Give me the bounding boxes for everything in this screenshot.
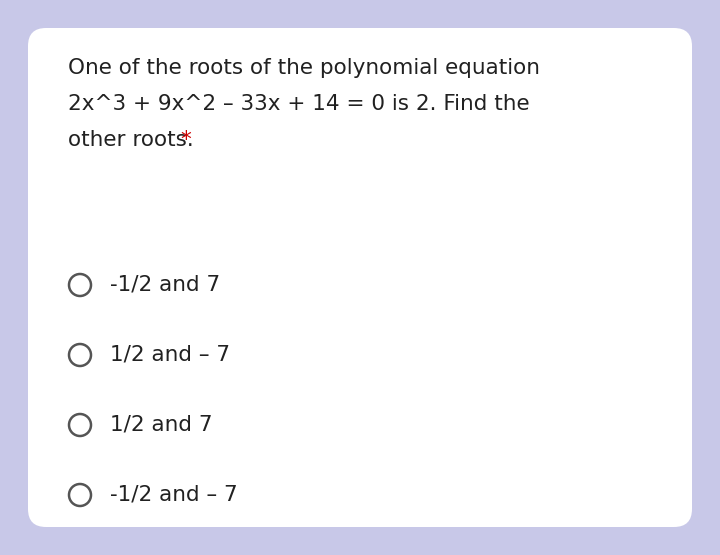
Text: -1/2 and – 7: -1/2 and – 7 [110, 485, 238, 505]
Text: 2x^3 + 9x^2 – 33x + 14 = 0 is 2. Find the: 2x^3 + 9x^2 – 33x + 14 = 0 is 2. Find th… [68, 94, 530, 114]
Text: other roots.: other roots. [68, 130, 194, 150]
Text: 1/2 and 7: 1/2 and 7 [110, 415, 212, 435]
Text: One of the roots of the polynomial equation: One of the roots of the polynomial equat… [68, 58, 540, 78]
FancyBboxPatch shape [28, 28, 692, 527]
Text: *: * [180, 130, 191, 150]
Text: -1/2 and 7: -1/2 and 7 [110, 275, 220, 295]
Text: 1/2 and – 7: 1/2 and – 7 [110, 345, 230, 365]
